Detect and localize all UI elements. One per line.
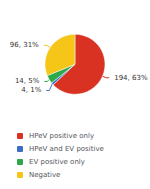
svg-text:HPeV positive only: HPeV positive only	[29, 132, 94, 140]
svg-text:194, 63%: 194, 63%	[114, 74, 148, 82]
svg-text:14, 5%: 14, 5%	[15, 77, 40, 85]
svg-text:Negative: Negative	[29, 171, 60, 179]
svg-text:HPeV and EV positive: HPeV and EV positive	[29, 145, 104, 153]
svg-text:4, 1%: 4, 1%	[21, 86, 41, 94]
svg-text:96, 31%: 96, 31%	[10, 41, 39, 49]
svg-text:EV positive only: EV positive only	[29, 158, 85, 166]
